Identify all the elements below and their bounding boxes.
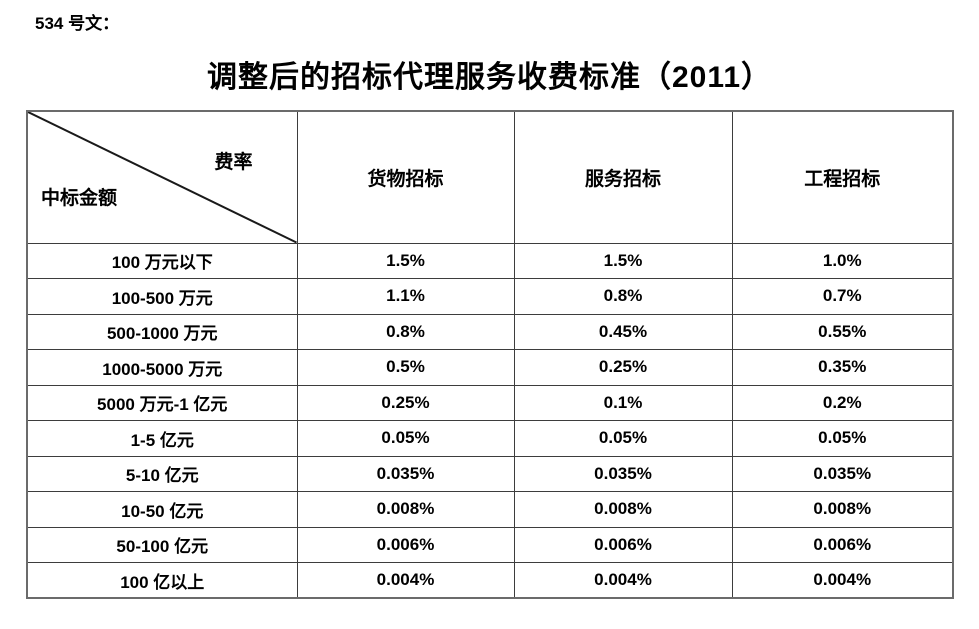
- amount-cell: 10-50 亿元: [26, 491, 298, 528]
- rate-cell: 0.008%: [296, 491, 515, 528]
- rate-cell: 1.1%: [296, 278, 515, 315]
- corner-label-fee-rate: 费率: [214, 152, 253, 173]
- amount-cell: 1000-5000 万元: [26, 349, 298, 386]
- rate-cell: 0.008%: [513, 491, 733, 528]
- rate-cell: 0.006%: [513, 526, 733, 563]
- rate-cell: 0.8%: [513, 278, 733, 315]
- table-row: 1000-5000 万元 0.5% 0.25% 0.35%: [26, 349, 954, 386]
- rate-cell: 0.1%: [513, 384, 733, 421]
- page-title: 调整后的招标代理服务收费标准（2011）: [206, 61, 773, 94]
- amount-cell: 100-500 万元: [26, 278, 298, 315]
- table-row: 50-100 亿元 0.006% 0.006% 0.006%: [26, 526, 954, 563]
- rate-cell: 0.45%: [513, 313, 733, 350]
- rate-cell: 0.035%: [513, 455, 733, 492]
- rate-cell: 1.5%: [296, 242, 515, 279]
- rate-cell: 0.004%: [296, 562, 515, 599]
- amount-cell: 100 万元以下: [26, 242, 298, 279]
- amount-cell: 1-5 亿元: [26, 420, 298, 457]
- table-row: 100 万元以下 1.5% 1.5% 1.0%: [26, 242, 954, 279]
- table-row: 100 亿以上 0.004% 0.004% 0.004%: [26, 562, 954, 599]
- column-header-engineering: 工程招标: [731, 110, 954, 244]
- rate-cell: 1.5%: [513, 242, 733, 279]
- rate-cell: 0.35%: [731, 349, 954, 386]
- rate-cell: 0.035%: [296, 455, 515, 492]
- rate-cell: 0.25%: [296, 384, 515, 421]
- corner-label-amount: 中标金额: [41, 187, 118, 209]
- amount-cell: 50-100 亿元: [26, 526, 298, 563]
- table-row: 1-5 亿元 0.05% 0.05% 0.05%: [26, 420, 954, 457]
- diagonal-divider-line: [28, 112, 297, 243]
- amount-cell: 5000 万元-1 亿元: [26, 384, 298, 421]
- rate-cell: 0.006%: [296, 526, 515, 563]
- table-header-row: 费率 中标金额 货物招标 服务招标 工程招标: [26, 110, 954, 244]
- diagonal-corner-cell: 费率 中标金额: [26, 110, 298, 244]
- column-header-goods: 货物招标: [296, 110, 515, 244]
- rate-cell: 0.05%: [731, 420, 954, 457]
- amount-cell: 500-1000 万元: [26, 313, 298, 350]
- rate-cell: 0.25%: [513, 349, 733, 386]
- rate-cell: 0.55%: [731, 313, 954, 350]
- rate-cell: 0.8%: [296, 313, 515, 350]
- rate-cell: 0.5%: [296, 349, 515, 386]
- rate-cell: 0.2%: [731, 384, 954, 421]
- table-row: 100-500 万元 1.1% 0.8% 0.7%: [26, 278, 954, 315]
- table-row: 5000 万元-1 亿元 0.25% 0.1% 0.2%: [26, 384, 954, 421]
- table-row: 5-10 亿元 0.035% 0.035% 0.035%: [26, 455, 954, 492]
- rate-cell: 0.004%: [513, 562, 733, 599]
- fee-rate-table: 费率 中标金额 货物招标 服务招标 工程招标 100 万元以下 1.5% 1.5…: [26, 110, 954, 599]
- rate-cell: 0.006%: [731, 526, 954, 563]
- column-header-service: 服务招标: [513, 110, 733, 244]
- table-row: 500-1000 万元 0.8% 0.45% 0.55%: [26, 313, 954, 350]
- rate-cell: 0.008%: [731, 491, 954, 528]
- rate-cell: 0.05%: [513, 420, 733, 457]
- doc-number: 534 号文：: [35, 14, 120, 33]
- amount-cell: 100 亿以上: [26, 562, 298, 599]
- rate-cell: 0.7%: [731, 278, 954, 315]
- table-row: 10-50 亿元 0.008% 0.008% 0.008%: [26, 491, 954, 528]
- rate-cell: 0.004%: [731, 562, 954, 599]
- rate-cell: 0.05%: [296, 420, 515, 457]
- rate-cell: 1.0%: [731, 242, 954, 279]
- amount-cell: 5-10 亿元: [26, 455, 298, 492]
- rate-cell: 0.035%: [731, 455, 954, 492]
